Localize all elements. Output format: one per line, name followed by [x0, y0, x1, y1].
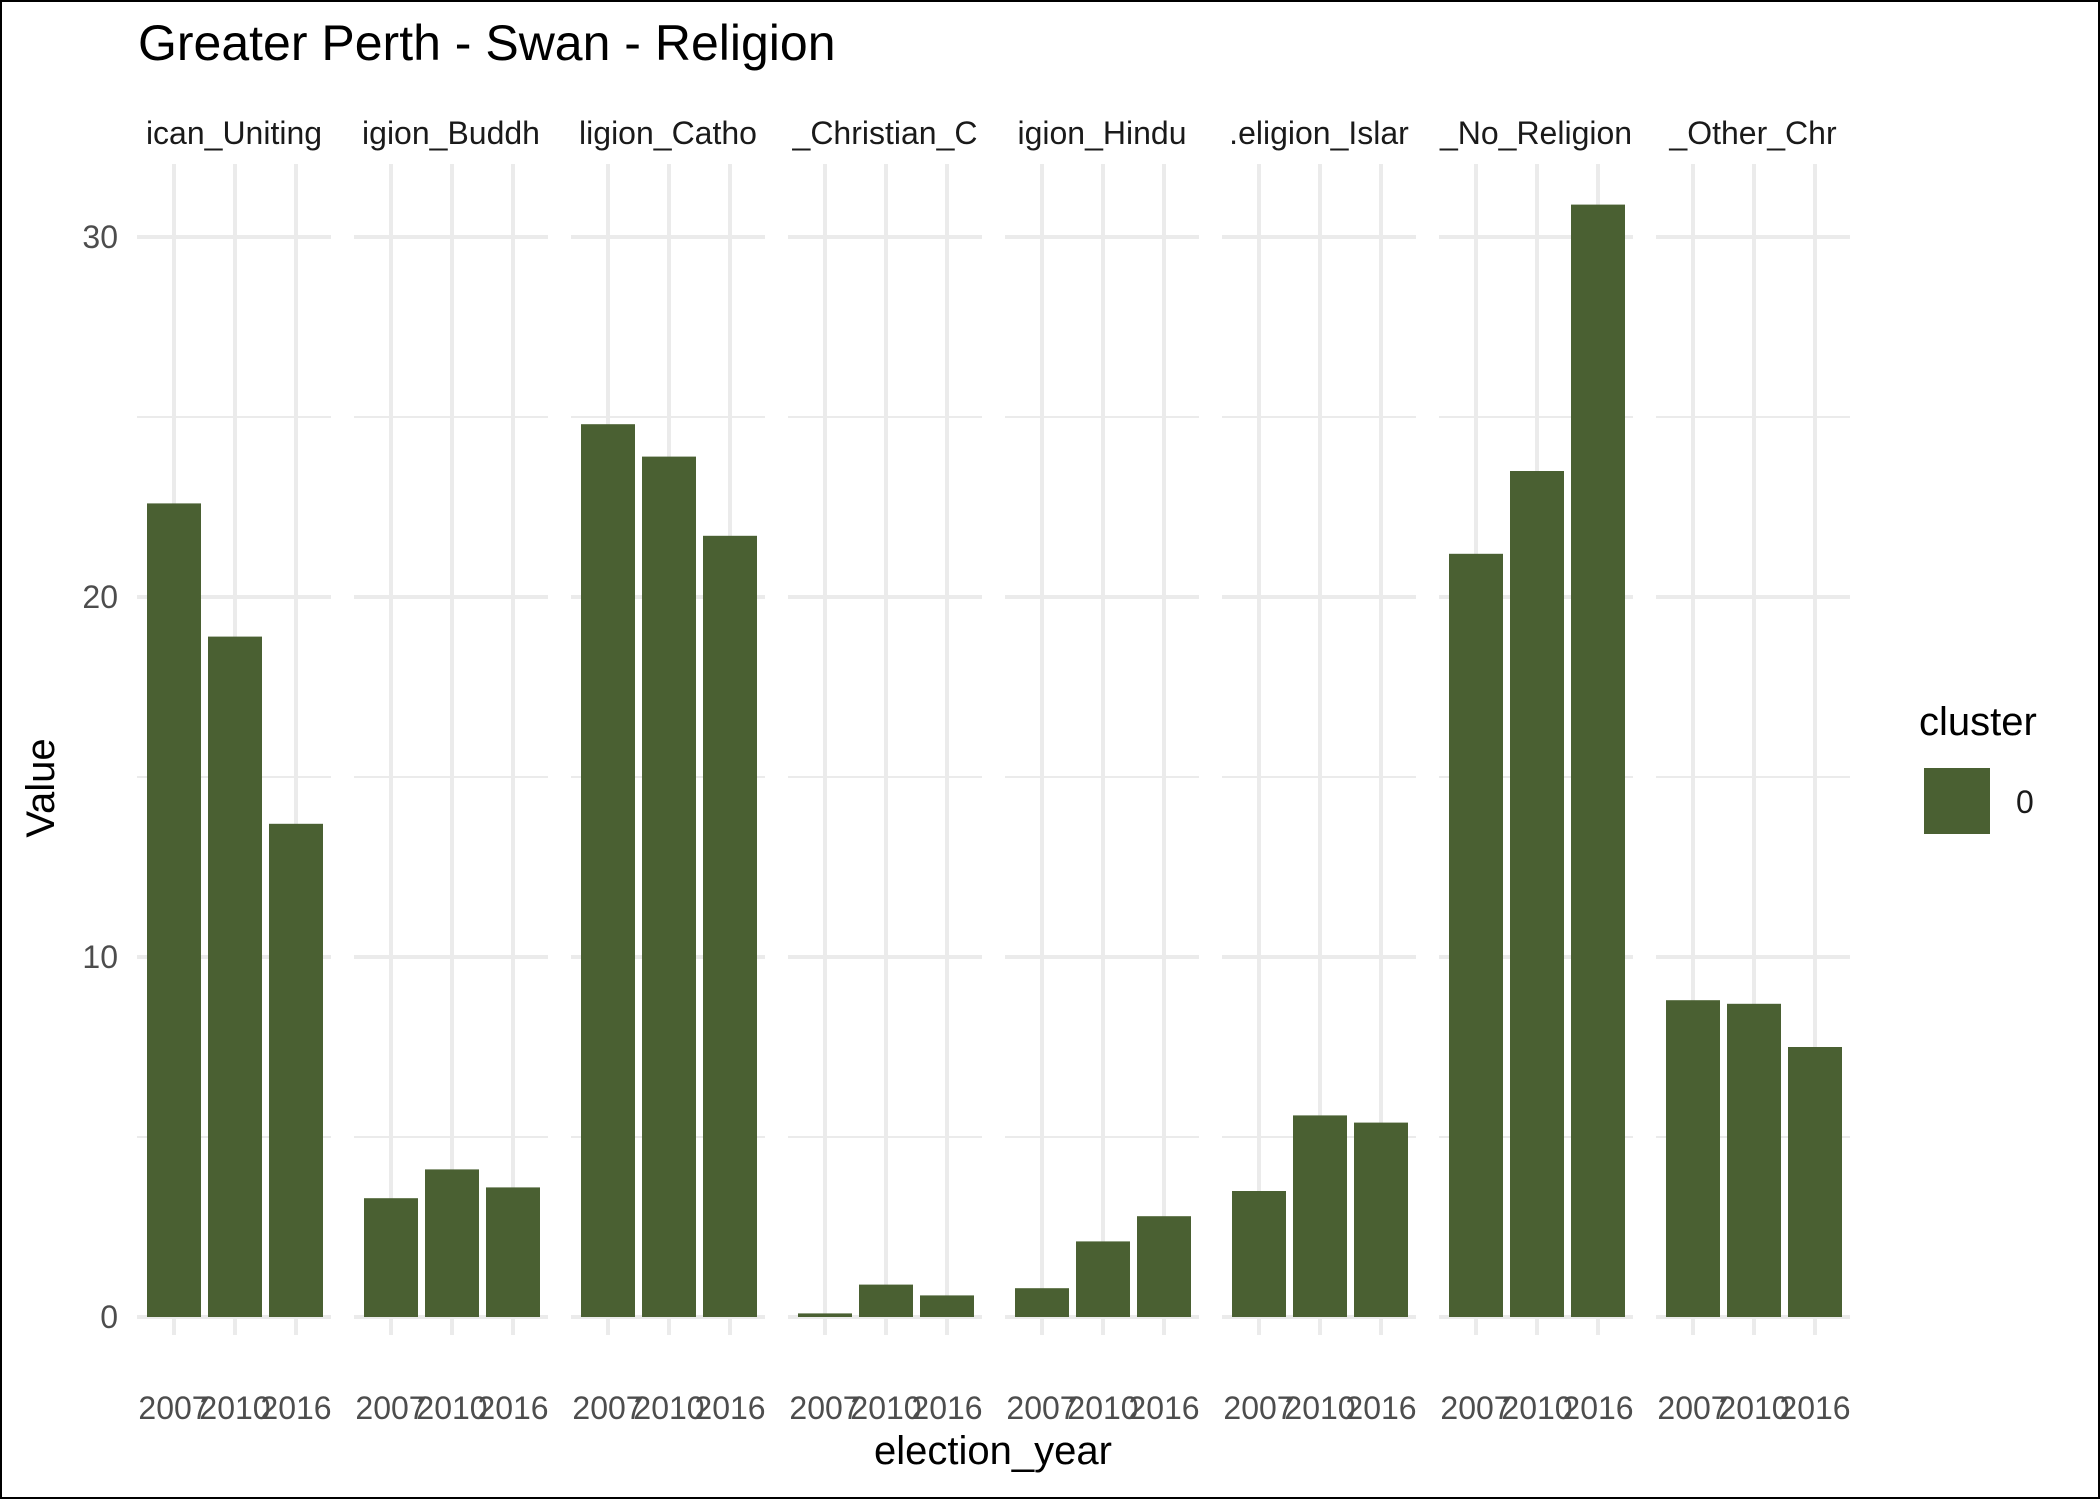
bar: [1232, 1191, 1286, 1317]
chart-title: Greater Perth - Swan - Religion: [138, 15, 836, 71]
bar: [1788, 1047, 1842, 1317]
x-tick-label: 2010: [1501, 1390, 1572, 1426]
x-tick-label: 2010: [633, 1390, 704, 1426]
x-tick-label: 2007: [1657, 1390, 1728, 1426]
bar: [1571, 204, 1625, 1318]
facet-panels: ican_Uniting200720102016igion_Buddh20072…: [137, 115, 1851, 1426]
x-tick-label: 2010: [199, 1390, 270, 1426]
bar: [1137, 1216, 1191, 1317]
facet-strip-label: .eligion_Islar: [1229, 115, 1409, 151]
x-tick-label: 2010: [1067, 1390, 1138, 1426]
x-tick-label: 2016: [911, 1390, 982, 1426]
bar: [1449, 553, 1503, 1317]
x-tick-label: 2016: [694, 1390, 765, 1426]
x-tick-label: 2016: [1128, 1390, 1199, 1426]
x-tick-label: 2007: [1223, 1390, 1294, 1426]
facet-strip-label: _Christian_C: [792, 115, 978, 151]
legend-item-label: 0: [2016, 784, 2034, 820]
x-tick-label: 2007: [789, 1390, 860, 1426]
bar: [798, 1313, 852, 1317]
bar: [208, 636, 262, 1317]
x-tick-label: 2016: [1562, 1390, 1633, 1426]
bar: [859, 1284, 913, 1317]
legend: cluster 0: [1919, 700, 2037, 834]
bar: [920, 1295, 974, 1317]
x-tick-label: 2007: [1440, 1390, 1511, 1426]
x-tick-label: 2007: [355, 1390, 426, 1426]
x-tick-label: 2016: [477, 1390, 548, 1426]
x-tick-label: 2016: [1345, 1390, 1416, 1426]
bar: [1293, 1115, 1347, 1317]
x-tick-label: 2007: [138, 1390, 209, 1426]
y-tick-label: 10: [82, 939, 118, 975]
x-tick-label: 2016: [260, 1390, 331, 1426]
legend-title: cluster: [1919, 700, 2037, 744]
bar: [486, 1187, 540, 1317]
x-tick-label: 2010: [1718, 1390, 1789, 1426]
bar: [364, 1198, 418, 1317]
x-tick-label: 2010: [416, 1390, 487, 1426]
bar: [1666, 1000, 1720, 1317]
bar: [703, 535, 757, 1317]
bar: [1727, 1003, 1781, 1317]
facet-strip-label: ligion_Catho: [579, 115, 757, 151]
x-tick-label: 2010: [1284, 1390, 1355, 1426]
x-tick-label: 2007: [1006, 1390, 1077, 1426]
bar: [642, 456, 696, 1318]
y-tick-label: 0: [100, 1299, 118, 1335]
bar: [1076, 1241, 1130, 1317]
bar: [147, 503, 201, 1317]
bar: [269, 823, 323, 1317]
x-tick-label: 2010: [850, 1390, 921, 1426]
facet-strip-label: _No_Religion: [1439, 115, 1632, 151]
y-tick-label: 30: [82, 219, 118, 255]
y-axis-ticks: 0 10 20 30: [82, 219, 118, 1335]
x-axis-label: election_year: [874, 1429, 1112, 1473]
bar: [1510, 471, 1564, 1317]
facet-strip-label: _Other_Chr: [1668, 115, 1837, 151]
y-axis-label: Value: [19, 738, 63, 837]
bar: [1354, 1122, 1408, 1317]
bar: [1015, 1288, 1069, 1317]
facet-strip-label: igion_Buddh: [362, 115, 540, 151]
facet-strip-label: ican_Uniting: [146, 115, 322, 151]
facet-strip-label: igion_Hindu: [1017, 115, 1186, 151]
bar: [581, 424, 635, 1317]
bar: [425, 1169, 479, 1317]
x-tick-label: 2007: [572, 1390, 643, 1426]
x-tick-label: 2016: [1779, 1390, 1850, 1426]
y-tick-label: 20: [82, 579, 118, 615]
legend-key: [1924, 768, 1990, 834]
